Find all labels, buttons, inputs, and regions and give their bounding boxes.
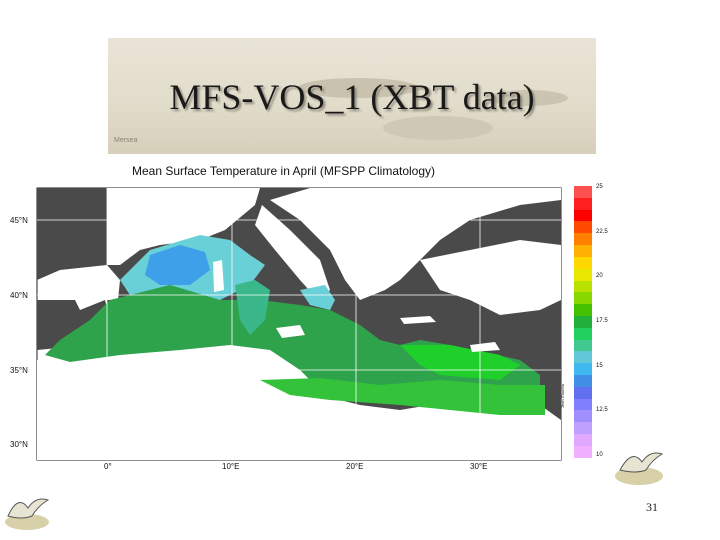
colorbar-swatch [574,398,592,411]
colorbar-tick-22-5: 22.5 [596,229,608,235]
wave-shape [383,116,493,140]
map-title: Mean Surface Temperature in April (MFSPP… [132,164,436,178]
author-credit: Jean Gouriou [560,383,565,408]
sst-region-warm [45,285,540,405]
colorbar-swatch [574,221,592,234]
lat-label-30n: 30°N [10,440,28,449]
colorbar-swatch [574,339,592,352]
colorbar-swatch [574,197,592,210]
colorbar-swatch [574,422,592,435]
seabird-logo-small-icon [5,498,50,530]
sst-region-tyrrhenian [235,280,270,335]
colorbar-swatch [574,280,592,293]
seabird-logo-icon [615,452,664,485]
colorbar-swatch [574,327,592,340]
crete [400,316,436,324]
sicily [276,325,305,338]
colorbar-swatch [574,351,592,364]
lat-label-40n: 40°N [10,291,28,300]
balkans-land [270,188,561,300]
colorbar-swatch [574,304,592,316]
colorbar-tick-15: 15 [596,363,603,369]
wave-shape-right [488,90,568,106]
sst-region-adriatic [300,285,335,310]
temperature-colorbar [574,186,592,458]
iberia-land [60,265,120,310]
colorbar-tick-17-5: 17.5 [596,318,608,324]
sst-map [36,187,562,461]
colorbar-swatch [574,256,592,269]
colorbar-swatch [574,209,592,222]
italy-land [255,205,330,300]
colorbar-swatch [574,292,592,305]
logo-small-bird [7,498,50,519]
anatolia-land [420,240,561,315]
sst-region-levant [400,345,520,380]
seabird-banner-art: Mersea [114,78,568,144]
colorbar-swatch [574,445,592,458]
colorbar-tick-20: 20 [596,273,603,279]
colorbar-tick-12-5: 12.5 [596,407,608,413]
cyprus [470,342,500,352]
lon-label-30e: 30°E [470,462,488,471]
sst-region-gulf-of-lion [145,245,210,285]
atlantic-region [37,188,107,280]
logo-bird [619,452,664,473]
colorbar-swatch [574,245,592,257]
colorbar-tick-10: 10 [596,452,603,458]
lat-label-45n: 45°N [10,216,28,225]
page-title: MFS-VOS_1 (XBT data) [169,77,535,117]
colorbar-swatch [574,375,592,387]
colorbar-swatch [574,315,592,328]
colorbar-swatch [574,186,592,198]
lat-label-35n: 35°N [10,366,28,375]
europe-land [107,188,260,265]
colorbar-swatch [574,268,592,281]
colorbar-swatch [574,233,592,246]
colorbar-swatch [574,434,592,446]
colorbar-swatch [574,363,592,375]
sst-region-south [260,378,545,415]
lon-label-20e: 20°E [346,462,364,471]
lon-label-0: 0° [104,462,112,471]
colorbar-tick-25: 25 [596,184,603,190]
corsica-sardinia [213,260,224,292]
banner-logo-text: Mersea [114,137,137,144]
colorbar-swatch [574,386,592,399]
page-number: 31 [646,500,658,514]
africa-land [37,335,561,460]
colorbar-swatch [574,410,592,423]
title-banner: Mersea MFS-VOS_1 (XBT data) [108,38,596,154]
lon-label-10e: 10°E [222,462,240,471]
wing-shape [298,78,418,98]
